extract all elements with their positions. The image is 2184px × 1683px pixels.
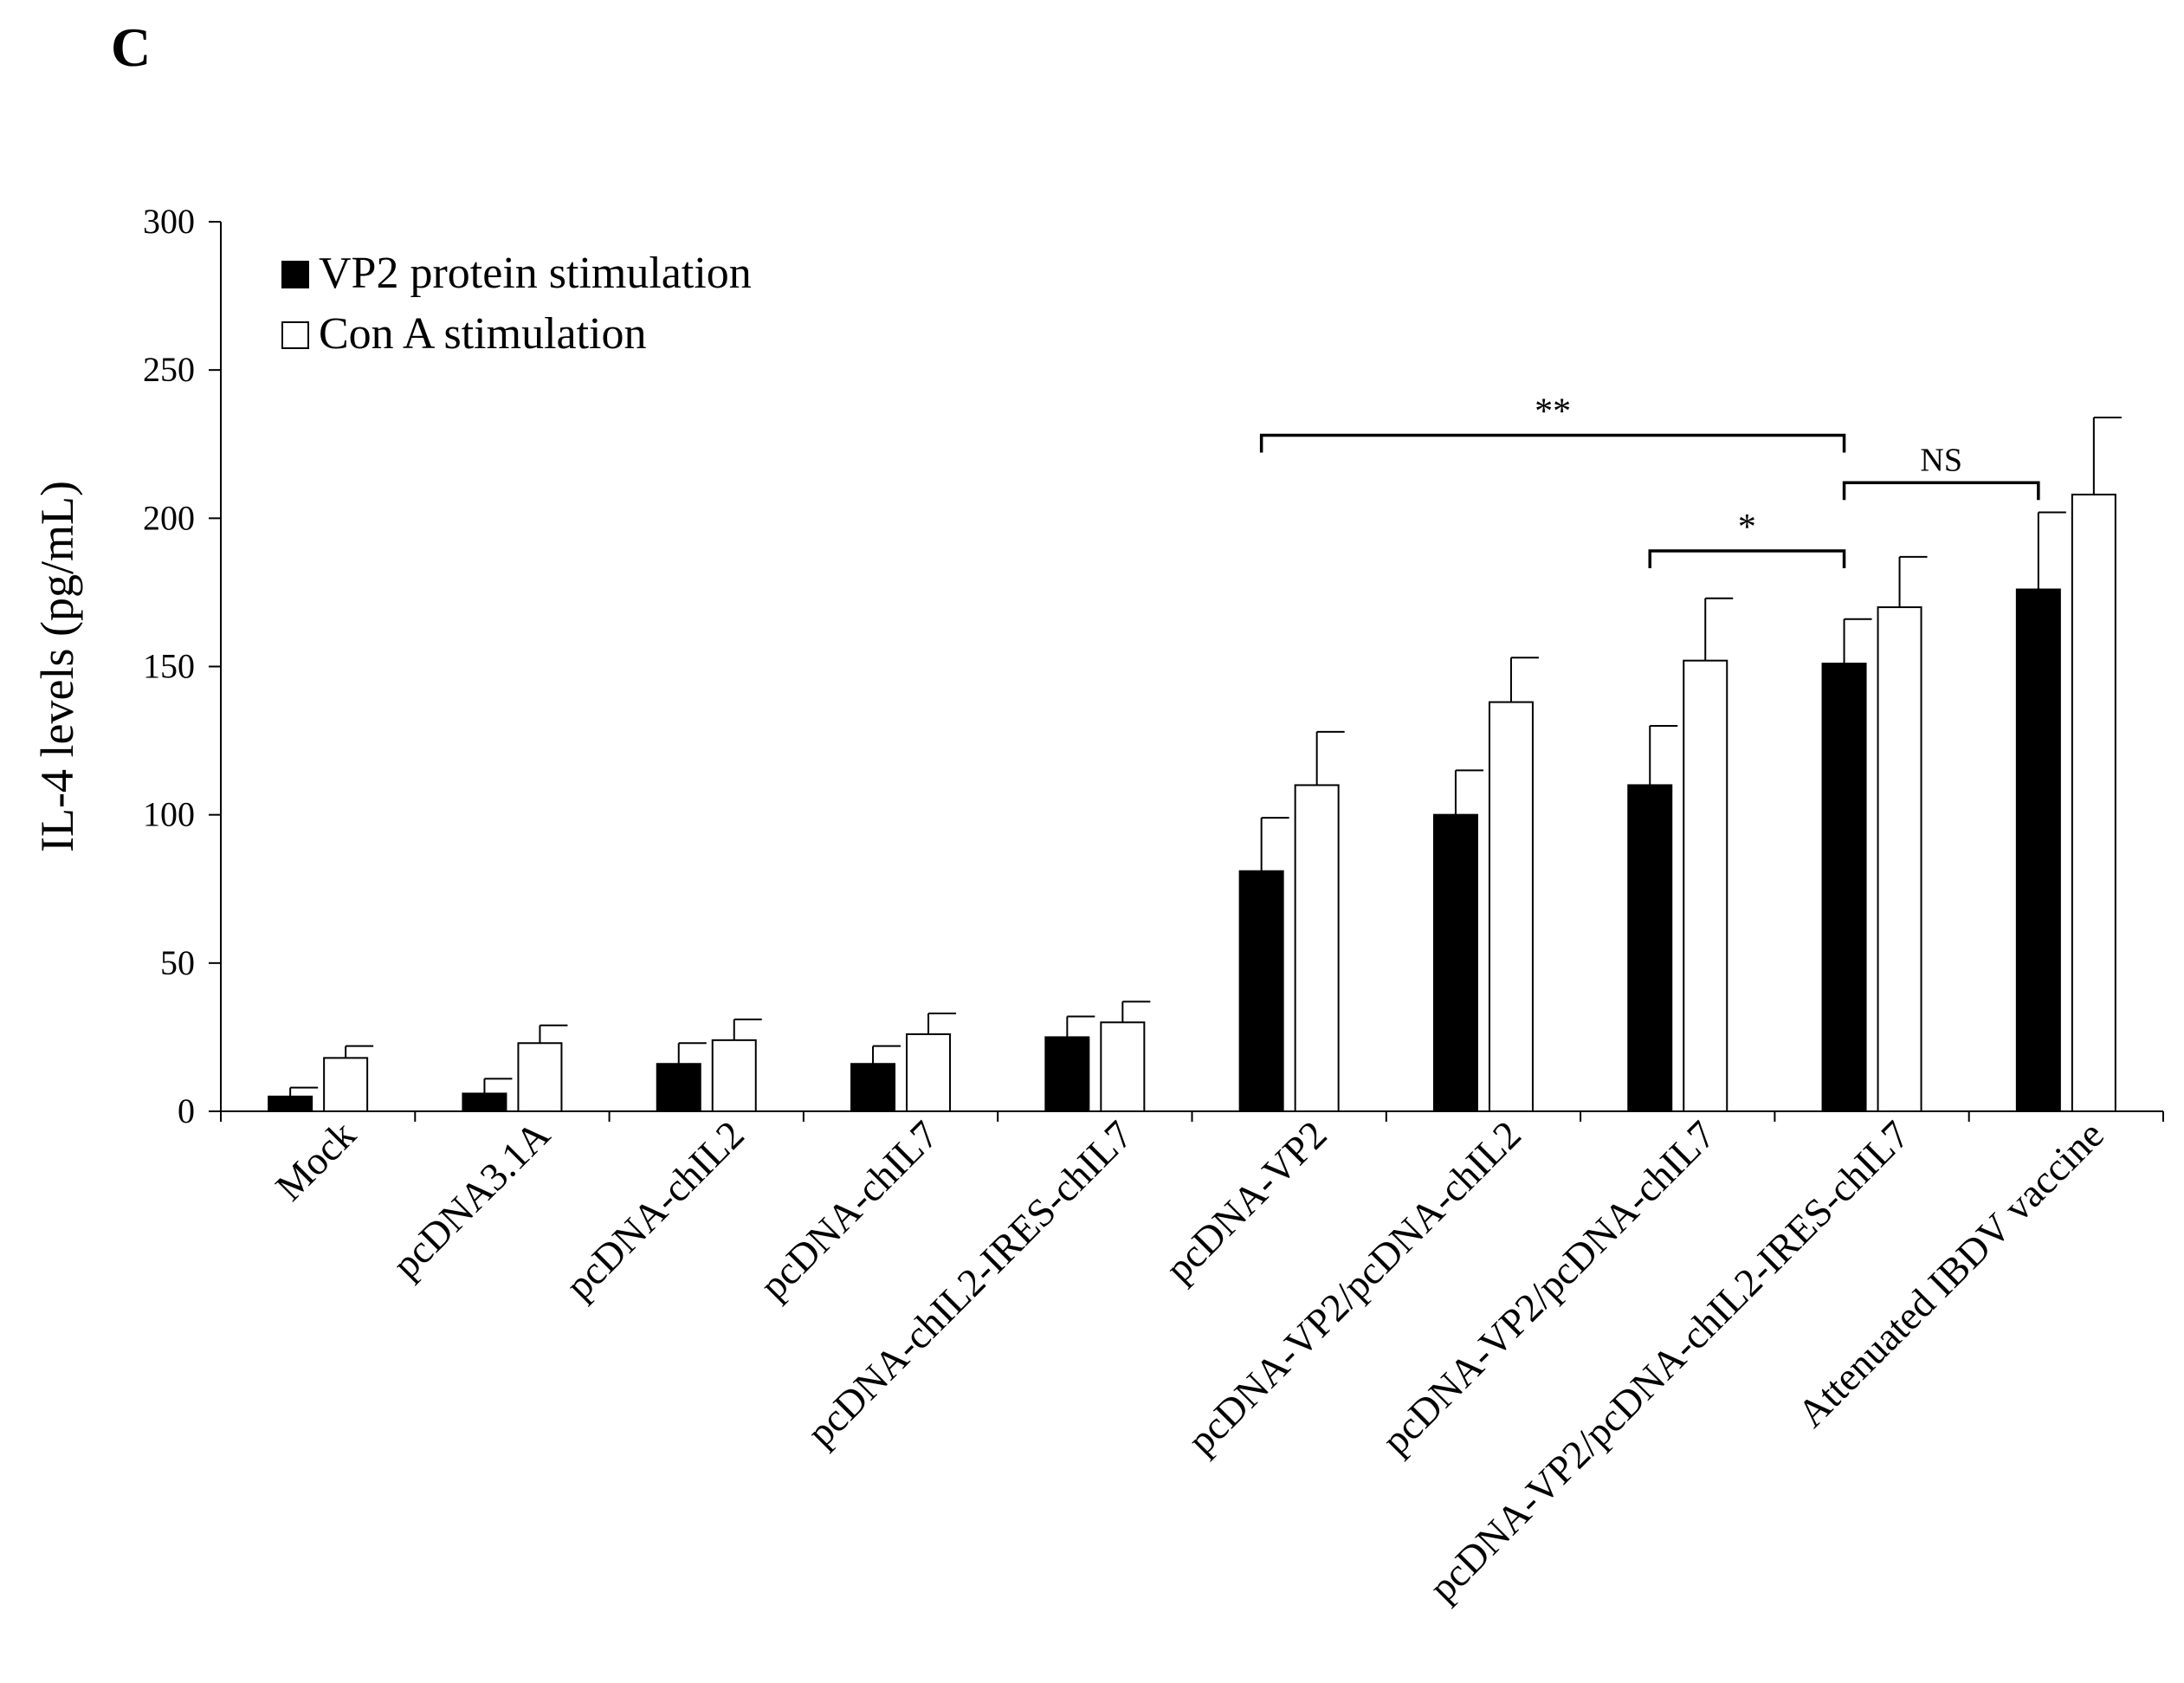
legend-swatch-cona (281, 321, 309, 349)
y-tick-label: 50 (160, 943, 195, 982)
significance-bracket (1842, 481, 2040, 501)
x-tick-label: Mock (267, 1112, 364, 1209)
y-tick-label: 100 (143, 795, 195, 834)
significance-label: ** (1535, 392, 1571, 431)
x-tick-label: pcDNA3.1A (384, 1112, 558, 1286)
bar-vp2 (656, 1063, 701, 1113)
y-tick-label: 0 (178, 1091, 195, 1130)
x-tick-label: pcDNA-chIL7 (751, 1112, 947, 1308)
y-tick-label: 250 (143, 350, 195, 389)
bar-vp2 (1627, 784, 1673, 1113)
y-tick-label: 200 (143, 498, 195, 537)
panel-label: C (111, 16, 152, 78)
y-tick-label: 150 (143, 647, 195, 686)
bar-vp2 (2015, 588, 2061, 1112)
bar-cona (1488, 701, 1534, 1113)
y-axis-label: IL-4 levels (pg/mL) (31, 481, 83, 852)
bar-cona (906, 1032, 952, 1112)
bar-cona (1294, 784, 1340, 1113)
bar-cona (517, 1042, 563, 1112)
bar-vp2 (850, 1063, 896, 1113)
significance-label: NS (1920, 442, 1962, 478)
x-tick-label: pcDNA-VP2/pcDNA-chIL2 (1179, 1112, 1529, 1463)
bar-vp2 (1821, 663, 1867, 1112)
bar-vp2 (462, 1092, 507, 1112)
bar-cona (2071, 493, 2116, 1112)
bar-vp2 (1044, 1036, 1090, 1112)
x-tick-label: pcDNA-chIL2 (557, 1112, 753, 1308)
bar-cona (1100, 1021, 1146, 1113)
bar-cona (711, 1039, 757, 1112)
legend-label: VP2 protein stimulation (319, 249, 752, 298)
bar-vp2 (268, 1095, 313, 1112)
bar-vp2 (1432, 813, 1478, 1113)
legend: VP2 protein stimulation Con A stimulation (281, 249, 752, 359)
significance-bracket (1648, 549, 1846, 568)
y-tick-label: 300 (143, 202, 195, 241)
bar-cona (323, 1057, 369, 1113)
x-tick-label: pcDNA-chIL2-IRES-chIL7 (798, 1112, 1141, 1455)
x-tick-label: pcDNA-VP2/pcDNA-chIL7 (1373, 1112, 1724, 1463)
bars (268, 416, 2122, 1113)
significance-annotations: ** NS * (1259, 392, 2040, 568)
bar-vp2 (1238, 870, 1284, 1113)
bar-cona (1877, 606, 1922, 1112)
bar-cona (1683, 659, 1728, 1112)
legend-label: Con A stimulation (319, 309, 647, 359)
x-tick-label: pcDNA-VP2 (1157, 1112, 1335, 1291)
legend-swatch-vp2 (281, 261, 309, 288)
significance-bracket (1259, 433, 1846, 453)
significance-label: * (1738, 508, 1756, 547)
